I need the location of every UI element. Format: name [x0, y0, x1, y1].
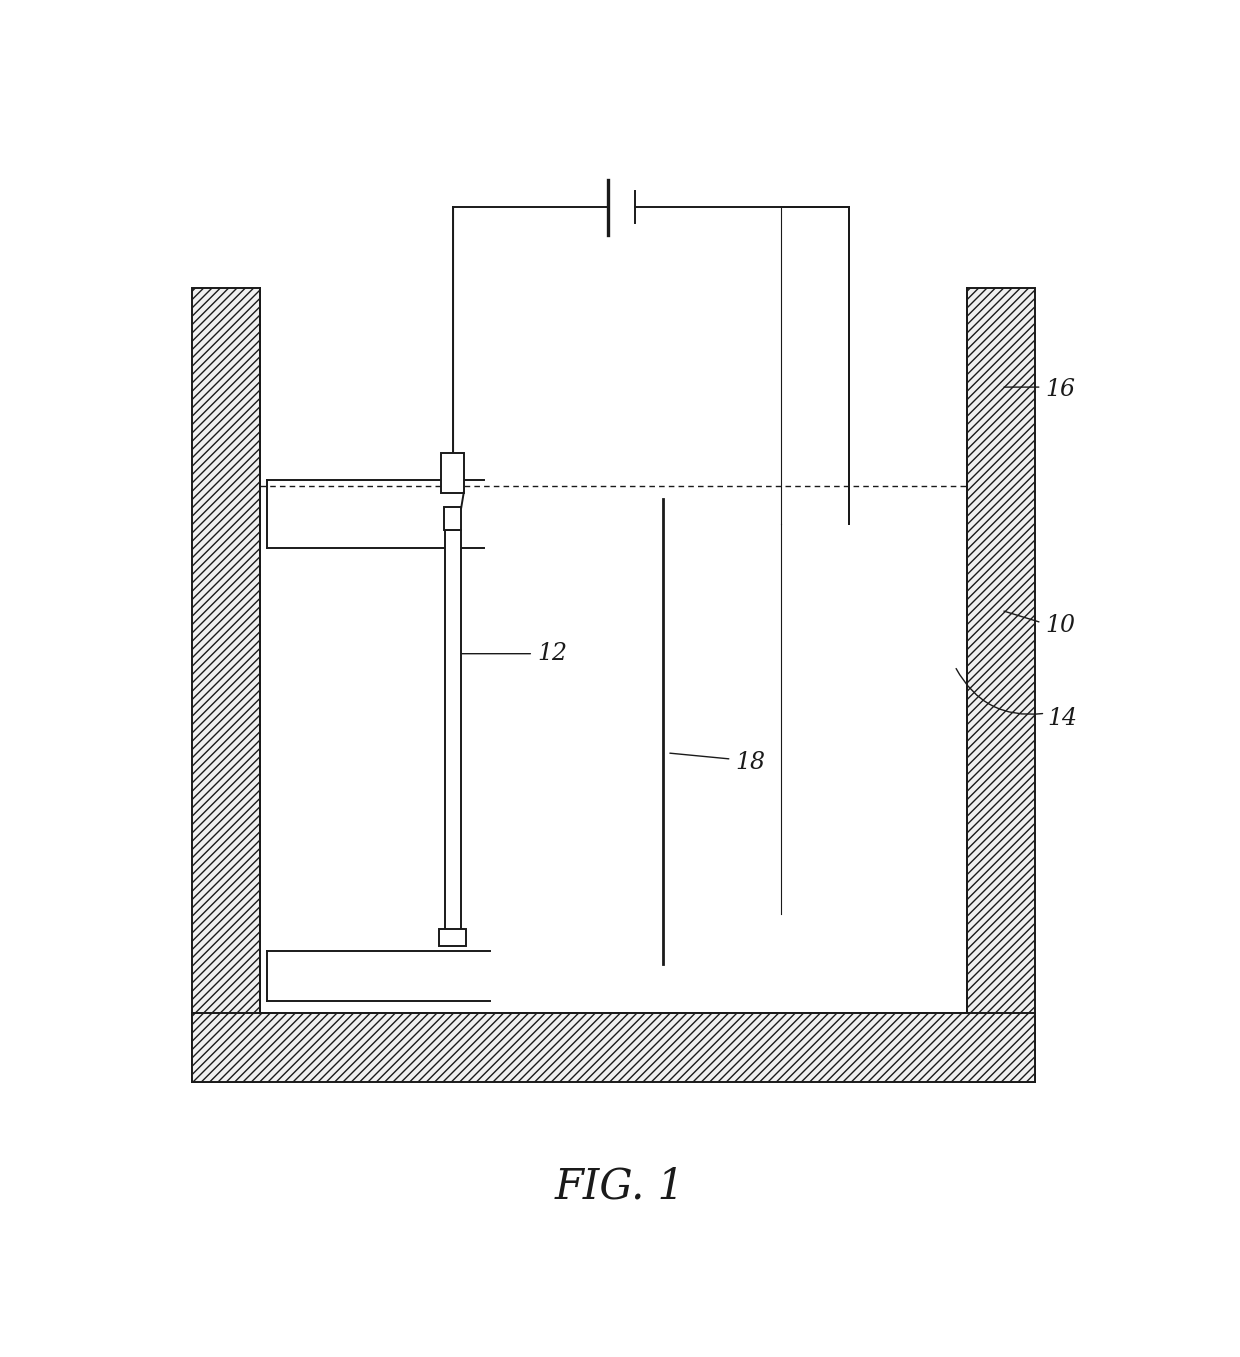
Text: 14: 14 — [1048, 707, 1078, 730]
Text: 10: 10 — [1045, 613, 1075, 636]
Bar — [192, 1014, 1035, 1082]
Bar — [444, 529, 461, 944]
Bar — [192, 288, 260, 1082]
Bar — [439, 930, 466, 946]
Text: 18: 18 — [735, 752, 765, 775]
Bar — [444, 508, 461, 529]
Text: 12: 12 — [537, 642, 567, 665]
Text: 16: 16 — [1045, 379, 1075, 402]
Bar — [967, 288, 1035, 1082]
Bar — [441, 453, 464, 493]
Text: FIG. 1: FIG. 1 — [556, 1166, 684, 1208]
